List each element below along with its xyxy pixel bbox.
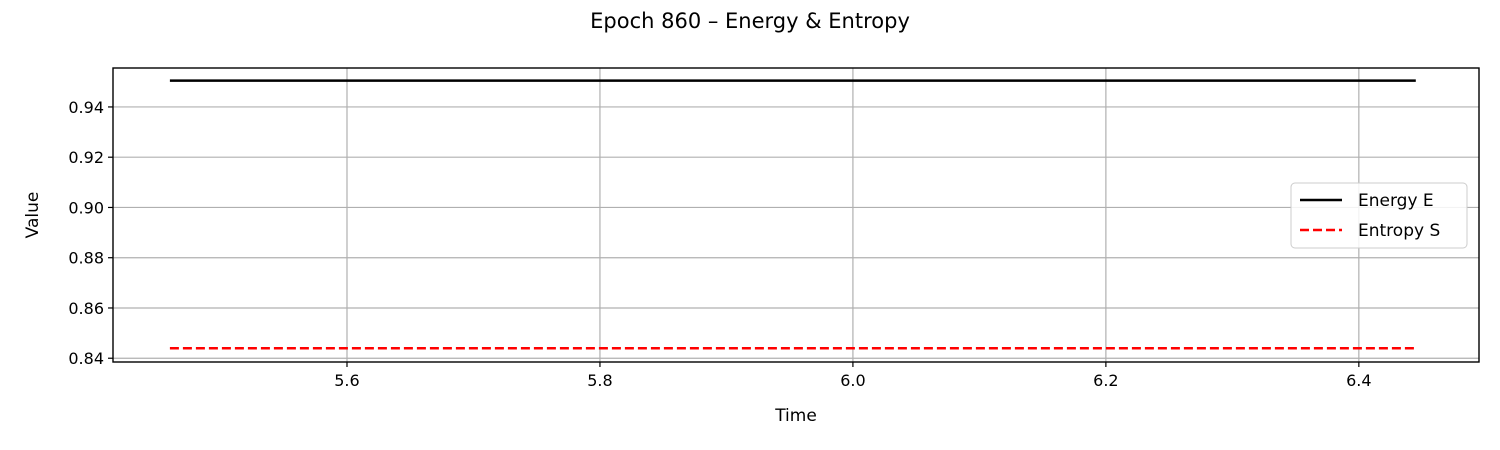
y-tick-label: 0.90 — [68, 198, 104, 217]
y-tick-label: 0.92 — [68, 148, 104, 167]
y-tick-label: 0.94 — [68, 98, 104, 117]
y-axis-label: Value — [23, 192, 43, 239]
legend: Energy E Entropy S — [1291, 183, 1467, 248]
x-tick-label: 6.0 — [840, 371, 865, 390]
plot-frame — [113, 68, 1479, 362]
x-tick-label: 6.2 — [1093, 371, 1118, 390]
y-tick-label: 0.86 — [68, 299, 104, 318]
legend-label-entropy: Entropy S — [1358, 221, 1440, 241]
chart-title: Epoch 860 – Energy & Entropy — [590, 9, 910, 33]
y-axis-ticks: 0.84 0.86 0.88 0.90 0.92 0.94 — [68, 98, 113, 368]
x-tick-label: 5.6 — [334, 371, 359, 390]
grid — [113, 68, 1479, 362]
y-tick-label: 0.88 — [68, 249, 104, 268]
y-tick-label: 0.84 — [68, 349, 104, 368]
legend-label-energy: Energy E — [1358, 191, 1434, 211]
x-tick-label: 5.8 — [587, 371, 612, 390]
x-axis-label: Time — [774, 406, 817, 426]
x-tick-label: 6.4 — [1346, 371, 1371, 390]
x-axis-ticks: 5.6 5.8 6.0 6.2 6.4 — [334, 362, 1371, 390]
